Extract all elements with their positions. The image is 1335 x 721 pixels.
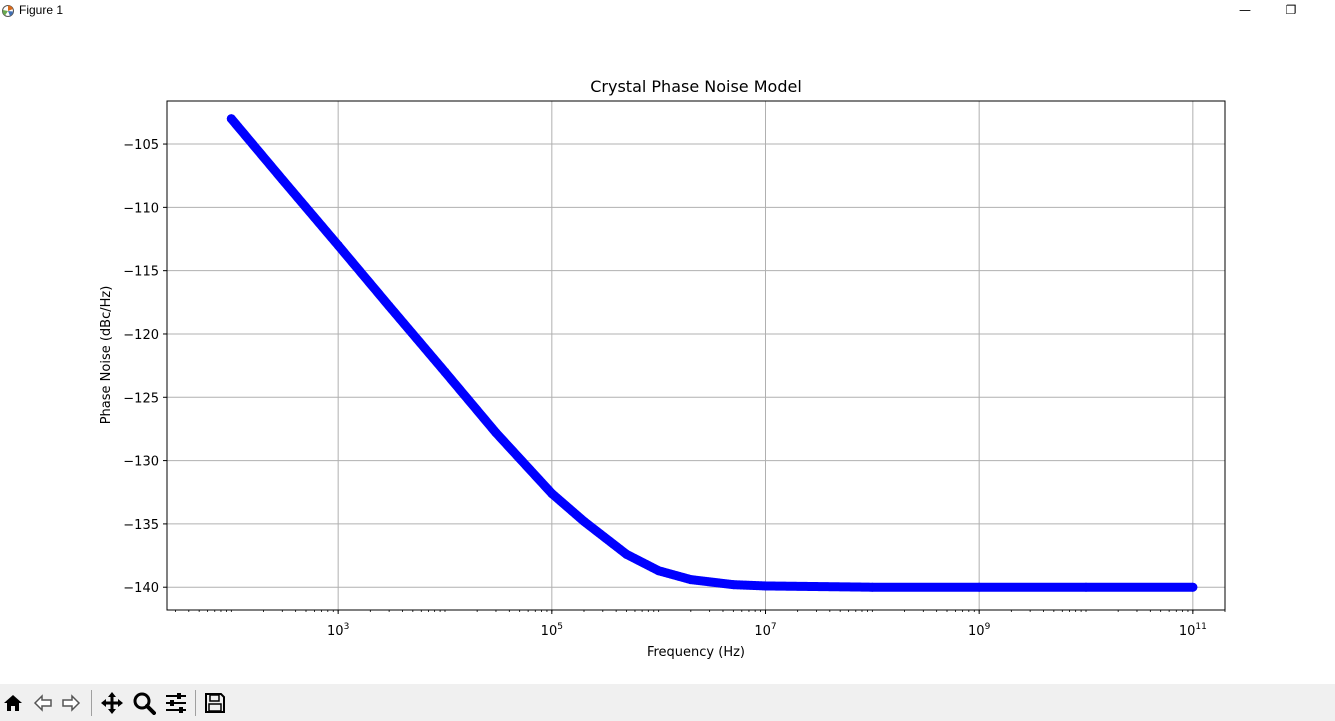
minimize-button[interactable]: — (1222, 0, 1268, 20)
data-point (333, 240, 343, 250)
y-tick-label: −105 (123, 138, 159, 153)
toolbar-separator (195, 690, 196, 716)
data-point (1188, 582, 1198, 592)
home-icon (4, 695, 22, 711)
matplotlib-app-icon (2, 5, 14, 17)
y-axis-label: Phase Noise (dBc/Hz) (99, 286, 114, 425)
series-layer (226, 114, 1198, 592)
phase-noise-chart: 103 105 107 109 1011 −105 −110 −115 −120 −125 −13… (99, 77, 1226, 660)
forward-icon (62, 694, 81, 712)
save-icon (205, 693, 225, 713)
data-point (547, 489, 557, 499)
y-tick-label: −140 (123, 581, 159, 596)
window-title: Figure 1 (19, 3, 64, 17)
phase-noise-series-line (226, 114, 1198, 592)
y-axis: −105 −110 −115 −120 −125 −130 −135 −140 (123, 138, 167, 596)
y-tick-label: −120 (123, 328, 159, 343)
back-button[interactable] (30, 688, 56, 718)
forward-button[interactable] (58, 688, 84, 718)
grid (167, 101, 1225, 610)
zoom-icon (133, 692, 156, 715)
y-tick-label: −115 (123, 265, 159, 280)
pan-icon (101, 692, 123, 714)
axes-frame (166, 100, 1226, 611)
home-button[interactable] (0, 688, 26, 718)
x-tick-label: 1011 (1179, 622, 1207, 639)
configure-subplots-button[interactable] (163, 688, 189, 718)
zoom-button[interactable] (131, 688, 157, 718)
data-point (867, 582, 877, 592)
window-titlebar: Figure 1 — ❐ (0, 0, 1335, 22)
data-point (440, 367, 450, 377)
data-point (974, 582, 984, 592)
y-tick-label: −130 (123, 455, 159, 470)
pan-button[interactable] (99, 688, 125, 718)
data-point (654, 566, 664, 576)
data-point (491, 428, 501, 438)
y-tick-label: −125 (123, 391, 159, 406)
x-axis-label: Frequency (Hz) (647, 645, 745, 660)
navigation-toolbar (0, 684, 1335, 721)
y-tick-label: −135 (123, 518, 159, 533)
configure-subplots-icon (166, 693, 186, 713)
restore-button[interactable]: ❐ (1268, 0, 1314, 20)
toolbar-separator (91, 690, 92, 716)
restore-icon: ❐ (1285, 3, 1297, 17)
x-tick-label: 109 (968, 622, 991, 639)
x-tick-label: 105 (541, 622, 563, 639)
data-point (579, 516, 589, 526)
data-point (760, 581, 770, 591)
back-icon (33, 694, 52, 712)
y-tick-label: −110 (123, 201, 159, 216)
data-point (728, 580, 738, 590)
minimize-icon: — (1239, 3, 1251, 17)
x-axis: 103 105 107 109 1011 (175, 610, 1226, 639)
save-button[interactable] (202, 688, 228, 718)
x-tick-label: 107 (754, 622, 776, 639)
x-tick-label: 103 (327, 622, 349, 639)
figure-canvas[interactable]: 103 105 107 109 1011 −105 −110 −115 −120 −125 −13… (0, 22, 1335, 684)
data-point (1081, 582, 1091, 592)
data-point (277, 175, 287, 185)
data-point (226, 114, 236, 124)
chart-title: Crystal Phase Noise Model (590, 77, 802, 96)
data-point (622, 549, 632, 559)
data-point (384, 301, 394, 311)
data-point (686, 575, 696, 585)
